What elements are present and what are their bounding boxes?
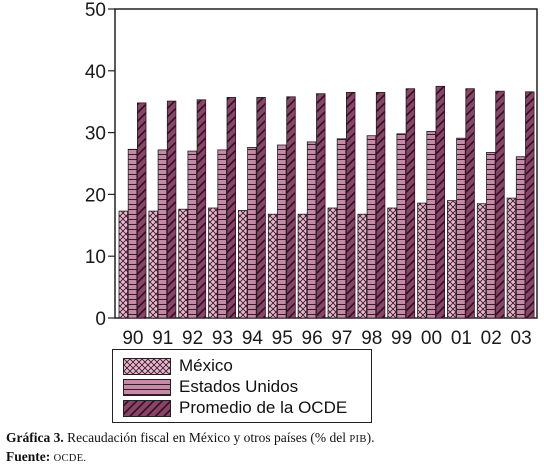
legend-item-ocde: Promedio de la OCDE	[123, 398, 347, 418]
caption-text-end: ).	[366, 430, 375, 445]
legend-swatch-ocde	[123, 399, 171, 417]
chart-marks	[118, 85, 535, 319]
bar-estados-unidos-91	[157, 149, 168, 319]
legend-item-estados-unidos: Estados Unidos	[123, 377, 298, 397]
bar-estados-unidos-92	[187, 150, 197, 319]
bar-mexico-97	[327, 207, 338, 319]
bar-ocde-02	[495, 90, 505, 319]
x-tick-label: 91	[152, 328, 173, 349]
x-tick-label: 03	[511, 328, 532, 349]
bar-estados-unidos-96	[306, 141, 317, 319]
bar-estados-unidos-95	[277, 144, 287, 319]
bar-estados-unidos-98	[366, 135, 377, 319]
bar-mexico-99	[387, 207, 397, 319]
bar-ocde-01	[465, 88, 475, 319]
legend-swatch-mexico	[123, 357, 171, 375]
bar-ocde-98	[375, 92, 386, 319]
bar-ocde-97	[345, 92, 356, 319]
y-tick-label: 20	[85, 185, 106, 206]
legend-label: México	[179, 356, 233, 375]
bar-ocde-95	[286, 96, 296, 319]
y-tick-label: 0	[95, 309, 106, 330]
x-tick-label: 01	[451, 328, 472, 349]
bar-ocde-94	[256, 97, 266, 319]
legend: México Estados Unidos Promedio de la OCD…	[112, 349, 372, 423]
caption-label: Gráfica 3.	[6, 430, 64, 445]
legend-swatch-estados-unidos	[123, 378, 171, 396]
bar-estados-unidos-94	[247, 146, 257, 319]
bar-ocde-99	[405, 88, 416, 319]
x-tick-label: 98	[361, 328, 382, 349]
bar-ocde-96	[316, 93, 326, 319]
bar-mexico-90	[118, 210, 129, 319]
x-tick-label: 90	[122, 328, 143, 349]
bar-mexico-98	[357, 213, 367, 319]
x-tick-label: 00	[421, 328, 442, 349]
bar-mexico-91	[148, 210, 158, 319]
bar-mexico-01	[446, 200, 457, 319]
bar-estados-unidos-02	[486, 151, 496, 319]
source-label: Fuente:	[6, 449, 51, 464]
bar-mexico-96	[297, 213, 308, 319]
caption-abbr: PIB	[349, 434, 367, 445]
y-tick-label: 50	[85, 0, 106, 21]
y-tick-label: 10	[85, 247, 106, 268]
y-tick-label: 30	[85, 124, 106, 145]
bar-estados-unidos-01	[456, 137, 466, 319]
x-tick-label: 96	[302, 328, 323, 349]
bar-ocde-93	[226, 97, 237, 319]
figure-source: Fuente: OCDE.	[6, 449, 86, 465]
source-text: OCDE.	[53, 453, 87, 464]
axis-labels: 90 91 92 93 94 95 96 97 98 99 00 01 02 03 0 10 20 30 40 50	[85, 0, 532, 349]
figure-caption: Gráfica 3. Recaudación fiscal en México …	[6, 430, 375, 446]
legend-item-mexico: México	[123, 356, 233, 376]
bar-mexico-93	[208, 207, 218, 319]
bar-estados-unidos-00	[426, 130, 436, 319]
bar-mexico-00	[417, 202, 427, 319]
x-tick-label: 94	[242, 328, 264, 349]
x-tick-label: 93	[212, 328, 233, 349]
bar-estados-unidos-99	[396, 133, 406, 319]
x-tick-label: 92	[182, 328, 203, 349]
caption-text: Recaudación fiscal en México y otros paí…	[67, 430, 347, 445]
bar-mexico-95	[267, 213, 278, 319]
bar-estados-unidos-90	[127, 148, 138, 319]
bar-estados-unidos-03	[515, 156, 526, 319]
legend-label: Promedio de la OCDE	[179, 398, 348, 417]
bar-ocde-92	[196, 99, 207, 319]
bar-ocde-00	[435, 85, 446, 319]
y-tick-label: 40	[85, 62, 106, 83]
bar-estados-unidos-97	[336, 138, 347, 319]
x-tick-label: 02	[481, 328, 502, 349]
x-tick-label: 95	[272, 328, 293, 349]
bar-ocde-91	[166, 100, 177, 319]
bar-estados-unidos-93	[217, 149, 227, 319]
legend-label: Estados Unidos	[179, 377, 299, 396]
bar-mexico-02	[476, 203, 487, 319]
x-tick-label: 97	[331, 328, 352, 349]
bar-mexico-92	[178, 208, 188, 319]
bar-ocde-03	[525, 91, 535, 319]
bar-chart: 90 91 92 93 94 95 96 97 98 99 00 01 02 03 0 10 20 30 40 50	[85, 0, 538, 349]
bar-mexico-94	[237, 210, 248, 319]
bar-ocde-90	[136, 102, 147, 319]
bar-mexico-03	[506, 197, 517, 319]
x-tick-label: 99	[391, 328, 412, 349]
